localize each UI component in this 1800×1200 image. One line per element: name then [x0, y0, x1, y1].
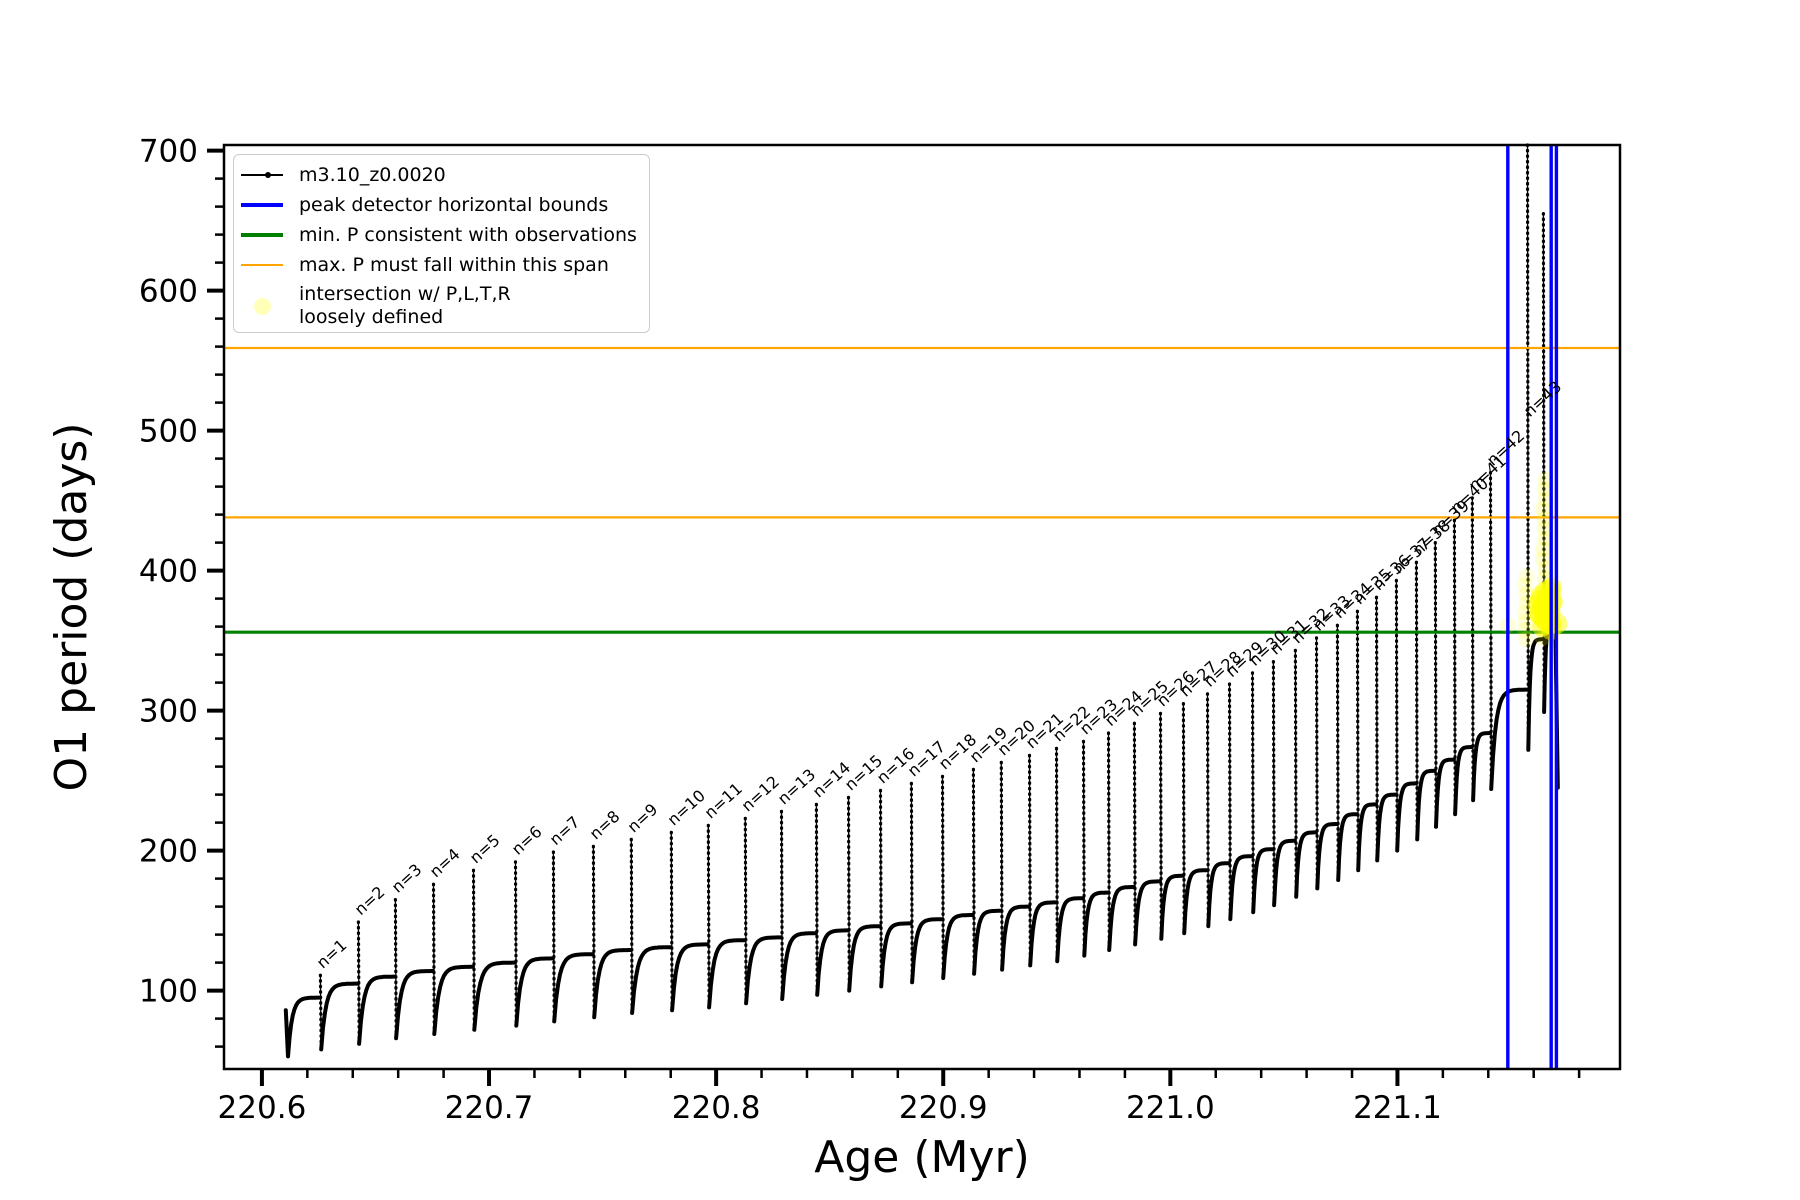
y-axis-label: O1 period (days) [46, 423, 97, 792]
intersection-marker [1534, 550, 1551, 567]
pulse-label: n=5 [466, 830, 504, 867]
pulse-label: n=1 [313, 935, 351, 972]
pulse-label: n=4 [426, 844, 464, 881]
y-tick-label: 300 [139, 694, 198, 730]
legend-entry-min-p: min. P consistent with observations [241, 220, 639, 250]
series-envelope [283, 621, 1560, 1059]
pulse-label: n=3 [388, 860, 426, 897]
black-line-dot-swatch-icon [241, 172, 283, 178]
intersection-marker [1518, 568, 1535, 585]
legend-label: peak detector horizontal bounds [299, 193, 609, 216]
intersection-marker [1536, 521, 1553, 537]
legend: m3.10_z0.0020 peak detector horizontal b… [233, 154, 650, 333]
intersection-marker [1518, 631, 1535, 648]
legend-entry-track: m3.10_z0.0020 [241, 160, 639, 190]
pulse-label: n=8 [586, 807, 624, 844]
orange-line-swatch-icon [241, 264, 283, 266]
intersection-marker [1517, 613, 1534, 630]
y-tick-label: 400 [139, 554, 198, 590]
legend-entry-max-p: max. P must fall within this span [241, 250, 639, 280]
intersection-marker [1536, 511, 1553, 528]
intersection-marker [1535, 540, 1552, 557]
legend-label: m3.10_z0.0020 [299, 163, 446, 186]
intersection-marker [1534, 501, 1551, 518]
intersection-marker [1517, 622, 1534, 639]
intersection-marker [1536, 481, 1553, 498]
pulse-label: n=9 [624, 800, 662, 837]
x-tick-label: 221.1 [1353, 1090, 1442, 1126]
blue-line-swatch-icon [241, 203, 283, 207]
legend-entry-intersection: intersection w/ P,L,T,R loosely defined [241, 280, 639, 332]
x-tick-label: 220.8 [672, 1090, 761, 1126]
y-tick-label: 500 [139, 414, 198, 450]
x-tick-label: 220.9 [899, 1090, 988, 1126]
y-tick-label: 200 [139, 834, 198, 870]
plot-spines [222, 143, 1622, 1071]
pulse-label: n=6 [508, 822, 546, 859]
yellow-circle-swatch-icon [241, 297, 283, 315]
series-spike-dots [318, 143, 1546, 1051]
legend-label: max. P must fall within this span [299, 253, 609, 276]
x-tick-label: 220.6 [218, 1090, 307, 1126]
x-tick-label: 221.0 [1126, 1090, 1215, 1126]
pulse-label: n=7 [546, 812, 584, 849]
legend-label: min. P consistent with observations [299, 223, 637, 246]
pulse-label: n=2 [351, 882, 389, 919]
green-line-swatch-icon [241, 233, 283, 237]
intersection-marker [1516, 577, 1533, 594]
x-axis-label: Age (Myr) [814, 1132, 1030, 1183]
y-tick-label: 100 [139, 974, 198, 1010]
y-tick-label: 600 [139, 274, 198, 310]
y-tick-label: 700 [139, 134, 198, 170]
legend-label: intersection w/ P,L,T,R loosely defined [299, 283, 511, 328]
x-tick-label: 220.7 [445, 1090, 534, 1126]
legend-entry-peak-bounds: peak detector horizontal bounds [241, 190, 639, 220]
